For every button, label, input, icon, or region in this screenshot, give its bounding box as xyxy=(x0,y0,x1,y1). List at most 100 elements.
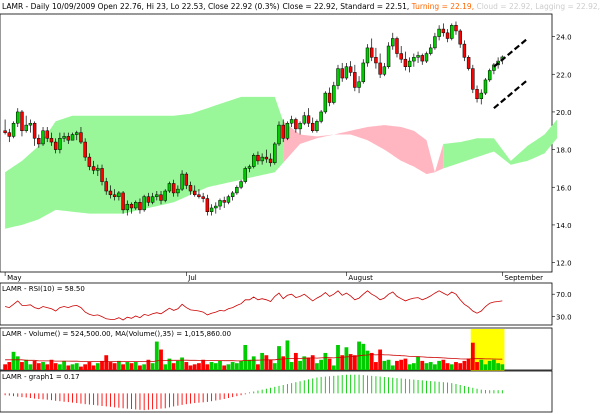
volume-bar-44 xyxy=(188,365,193,370)
volume-bar-47 xyxy=(201,359,206,370)
volume-bar-74 xyxy=(315,363,319,370)
candle-body-105 xyxy=(445,32,450,39)
volume-bar-92 xyxy=(390,365,395,370)
candle-body-30 xyxy=(129,203,134,209)
xtick-label-2: August xyxy=(348,274,373,282)
candle-body-12 xyxy=(53,141,58,150)
volume-bar-117 xyxy=(496,363,501,370)
candle-body-114 xyxy=(483,79,488,94)
volume-bar-19 xyxy=(83,364,88,370)
candle-body-87 xyxy=(369,47,374,58)
candle-body-40 xyxy=(171,183,176,194)
candle-body-8 xyxy=(37,138,41,145)
volume-bar-45 xyxy=(192,364,197,370)
candle-body-25 xyxy=(108,190,113,196)
candle-body-66 xyxy=(281,124,285,139)
trendline-0 xyxy=(493,37,529,68)
volume-bar-53 xyxy=(226,364,231,370)
candle-body-18 xyxy=(79,132,83,143)
candle-body-37 xyxy=(159,194,163,201)
candle-body-67 xyxy=(285,122,290,139)
volume-title: LAMR - Volume() = 524,500.00, MA(Volume(… xyxy=(2,330,231,338)
candle-body-47 xyxy=(201,196,205,199)
volume-bar-115 xyxy=(487,360,492,370)
candle-body-104 xyxy=(441,28,446,34)
legend-entry-2: Turning = 22.19, xyxy=(409,2,474,11)
candle-body-43 xyxy=(184,173,189,186)
volume-bar-103 xyxy=(437,360,442,370)
volume-bar-102 xyxy=(433,364,437,370)
volume-bar-37 xyxy=(159,349,163,370)
volume-bar-30 xyxy=(129,363,134,370)
graph-title: LAMR - graph1 = 0.17 xyxy=(2,373,80,381)
volume-bar-57 xyxy=(243,344,248,370)
candle-body-27 xyxy=(117,192,121,197)
candle-body-35 xyxy=(150,196,155,203)
candle-body-82 xyxy=(348,66,353,73)
candle-body-31 xyxy=(134,202,138,209)
candle-body-78 xyxy=(332,85,336,103)
volume-bar-1 xyxy=(7,362,12,370)
volume-bar-110 xyxy=(466,358,471,370)
volume-bar-48 xyxy=(205,364,210,370)
volume-bar-41 xyxy=(175,360,180,370)
volume-bar-14 xyxy=(62,360,66,370)
volume-bar-105 xyxy=(445,363,450,370)
volume-bar-104 xyxy=(441,359,446,370)
volume-bar-96 xyxy=(407,364,412,370)
candle-body-58 xyxy=(247,166,252,169)
chart-header: LAMR - Daily 10/09/2009 Open 22.76, Hi 2… xyxy=(2,2,280,11)
volume-bar-88 xyxy=(374,362,378,370)
volume-bar-54 xyxy=(230,362,235,370)
candle-body-22 xyxy=(96,168,100,171)
price-ytick-label-4: 20.0 xyxy=(556,109,572,117)
volume-bar-97 xyxy=(411,363,416,370)
candle-body-36 xyxy=(155,194,159,197)
candle-body-1 xyxy=(7,132,12,137)
volume-bar-27 xyxy=(116,360,121,370)
candle-body-7 xyxy=(32,122,37,139)
volume-bar-38 xyxy=(163,364,168,370)
candle-body-44 xyxy=(188,185,193,192)
candle-body-2 xyxy=(11,122,16,137)
volume-bar-51 xyxy=(218,360,222,370)
volume-bar-33 xyxy=(142,364,147,370)
candle-body-77 xyxy=(327,92,332,103)
candle-body-32 xyxy=(138,202,142,211)
volume-bar-49 xyxy=(209,362,214,370)
candle-body-41 xyxy=(176,188,180,194)
volume-bar-93 xyxy=(395,360,399,370)
volume-bar-114 xyxy=(483,364,488,370)
volume-bar-43 xyxy=(184,362,189,370)
candle-body-49 xyxy=(209,207,214,212)
volume-bar-113 xyxy=(479,359,484,370)
legend-entry-0: Close = 22.92, xyxy=(283,2,338,11)
candle-body-88 xyxy=(374,57,378,64)
candle-body-81 xyxy=(344,66,349,79)
candle-body-53 xyxy=(226,196,231,203)
volume-bar-26 xyxy=(112,363,117,370)
volume-bar-22 xyxy=(95,363,100,370)
volume-bar-116 xyxy=(492,359,496,370)
candle-body-17 xyxy=(75,132,79,135)
candle-body-50 xyxy=(214,205,218,209)
price-ytick-label-3: 18.0 xyxy=(556,147,572,155)
volume-bar-25 xyxy=(108,362,113,370)
cloud-segment-2 xyxy=(443,119,558,169)
volume-bar-75 xyxy=(319,359,324,370)
volume-bar-18 xyxy=(79,366,83,370)
xtick-label-0: May xyxy=(7,274,21,282)
volume-bar-42 xyxy=(180,357,184,370)
volume-bar-91 xyxy=(386,359,391,370)
rsi-ytick-label-1: 70.0 xyxy=(556,291,572,299)
volume-bar-11 xyxy=(49,359,54,370)
candle-body-96 xyxy=(407,60,412,67)
xtick-label-3: September xyxy=(504,274,543,282)
trendline-1 xyxy=(493,79,529,110)
candle-body-15 xyxy=(66,136,71,141)
candle-body-111 xyxy=(471,68,475,90)
candle-body-39 xyxy=(167,183,172,192)
candle-body-116 xyxy=(492,64,496,71)
volume-bar-62 xyxy=(264,355,269,370)
